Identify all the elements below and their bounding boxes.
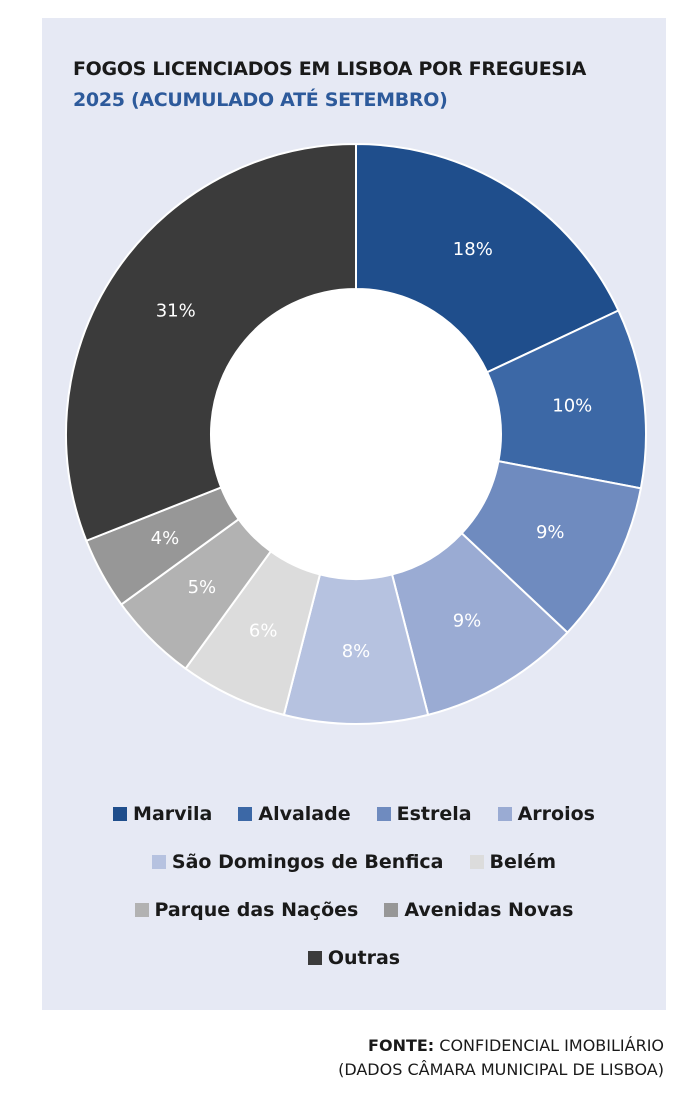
- slice-label: 10%: [552, 396, 592, 417]
- legend-label: Marvila: [133, 803, 213, 825]
- legend-row: Marvila Alvalade Estrela Arroios: [42, 790, 666, 838]
- legend-label: Avenidas Novas: [404, 899, 574, 921]
- slice-label: 4%: [151, 528, 180, 549]
- legend-item: Alvalade: [238, 803, 351, 825]
- legend-swatch: [376, 807, 391, 821]
- slice-label: 9%: [453, 611, 482, 632]
- legend-swatch: [384, 903, 399, 917]
- legend-label: São Domingos de Benfica: [171, 851, 444, 873]
- legend-item: São Domingos de Benfica: [151, 851, 444, 873]
- legend-swatch: [134, 903, 149, 917]
- legend-item: Marvila: [113, 803, 212, 825]
- legend-swatch: [151, 855, 166, 869]
- legend-label: Belém: [489, 851, 557, 873]
- legend-swatch: [469, 855, 484, 869]
- slice-label: 31%: [156, 300, 196, 321]
- legend-item: Avenidas Novas: [384, 899, 573, 921]
- source-prefix: FONTE:: [368, 1036, 435, 1055]
- legend-label: Alvalade: [258, 803, 351, 825]
- slice-label: 5%: [188, 577, 217, 598]
- donut-hole: [211, 289, 501, 579]
- legend-row: Outras: [42, 934, 666, 982]
- slice-label: 9%: [536, 522, 565, 543]
- legend-row: São Domingos de Benfica Belém: [42, 838, 666, 886]
- source-note: FONTE: CONFIDENCIAL IMOBILIÁRIO (DADOS C…: [338, 1034, 664, 1082]
- legend-label: Parque das Nações: [154, 899, 359, 921]
- slice-label: 8%: [342, 641, 371, 662]
- legend-item: Arroios: [497, 803, 595, 825]
- legend-item: Estrela: [376, 803, 472, 825]
- legend-label: Outras: [327, 947, 401, 969]
- legend-swatch: [238, 807, 253, 821]
- legend-label: Estrela: [396, 803, 472, 825]
- legend-item: Parque das Nações: [134, 899, 359, 921]
- legend: Marvila Alvalade Estrela Arroios São Domingo…: [42, 790, 666, 982]
- slice-label: 6%: [249, 620, 278, 641]
- slice-label: 18%: [453, 239, 493, 260]
- legend-swatch: [307, 951, 322, 965]
- legend-swatch: [113, 807, 128, 821]
- legend-item: Belém: [469, 851, 557, 873]
- chart-title: FOGOS LICENCIADOS EM LISBOA POR FREGUESI…: [73, 58, 586, 80]
- chart-subtitle: 2025 (ACUMULADO ATÉ SETEMBRO): [73, 89, 448, 111]
- legend-label: Arroios: [517, 803, 595, 825]
- source-line-2: (DADOS CÂMARA MUNICIPAL DE LISBOA): [338, 1060, 664, 1079]
- legend-row: Parque das Nações Avenidas Novas: [42, 886, 666, 934]
- source-line-1: CONFIDENCIAL IMOBILIÁRIO: [434, 1036, 664, 1055]
- legend-swatch: [497, 807, 512, 821]
- legend-item: Outras: [307, 947, 401, 969]
